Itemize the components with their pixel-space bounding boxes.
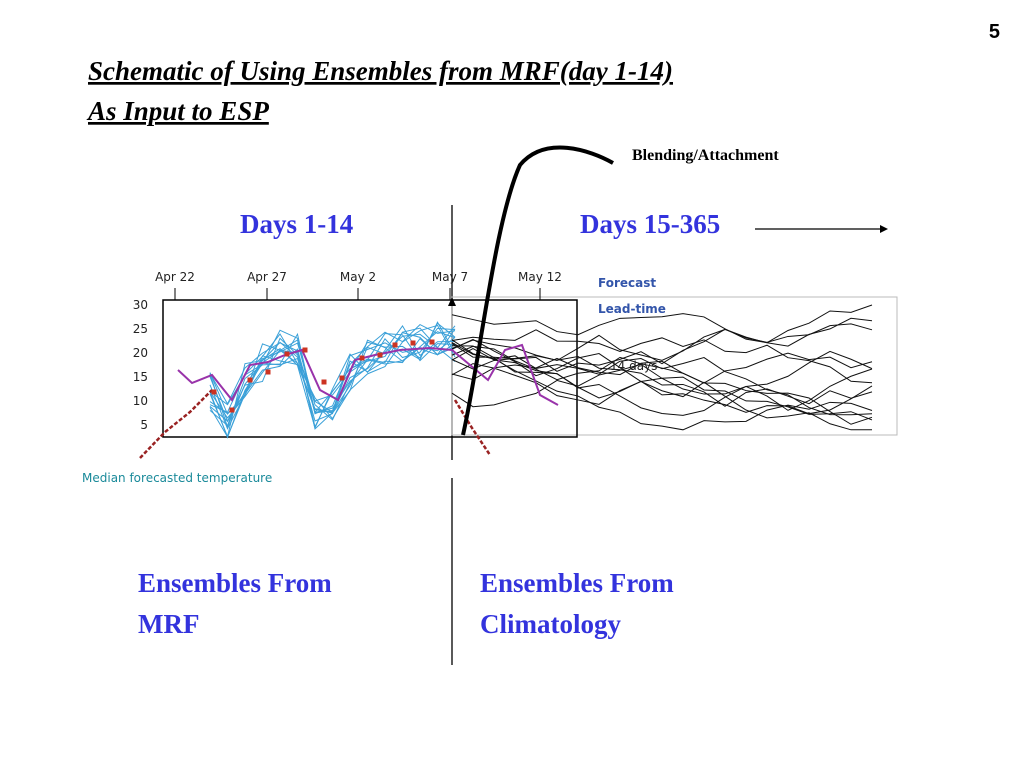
climatology-trace bbox=[451, 339, 873, 416]
y-label: 5 bbox=[140, 418, 148, 432]
observed-point bbox=[392, 342, 398, 348]
observed-point bbox=[211, 389, 217, 395]
arrow-head bbox=[880, 225, 888, 233]
title-line: Schematic of Using Ensembles from MRF(da… bbox=[88, 56, 673, 86]
climatology-trace bbox=[451, 317, 873, 372]
climatology-box bbox=[451, 296, 898, 436]
observed-point bbox=[359, 355, 365, 361]
observed-point bbox=[410, 340, 416, 346]
observed-point bbox=[377, 352, 383, 358]
arrow-head bbox=[448, 297, 456, 306]
period-label: Days 1-14 bbox=[240, 209, 353, 239]
x-label: May 2 bbox=[340, 270, 376, 284]
climatology-trace bbox=[451, 345, 873, 384]
ensemble-lines bbox=[139, 304, 873, 459]
forecast-label: Forecast bbox=[598, 276, 656, 290]
x-label: May 12 bbox=[518, 270, 562, 284]
y-label: 30 bbox=[133, 298, 148, 312]
lead-time-label: Lead-time bbox=[598, 302, 666, 316]
observed-point bbox=[302, 347, 308, 353]
blend-curve bbox=[461, 145, 614, 436]
caption: Median forecasted temperature bbox=[82, 471, 272, 485]
climatology-trace bbox=[451, 355, 873, 407]
y-label: 20 bbox=[133, 346, 148, 360]
y-label: 15 bbox=[133, 370, 148, 384]
ensemble-label: Ensembles From bbox=[138, 568, 332, 598]
observed-point bbox=[321, 379, 327, 385]
days-label: 14 days bbox=[610, 359, 657, 373]
observed-point bbox=[229, 407, 235, 413]
median-line bbox=[177, 343, 559, 406]
mrf-ensemble bbox=[209, 327, 456, 427]
climatology-trace bbox=[451, 342, 873, 431]
climatology-trace bbox=[451, 338, 872, 431]
observed-line bbox=[453, 399, 492, 456]
observed-point bbox=[247, 377, 253, 383]
mrf-ensemble bbox=[209, 328, 456, 422]
observed-point bbox=[284, 351, 290, 357]
climatology-trace bbox=[451, 347, 873, 415]
observed-point bbox=[429, 339, 435, 345]
x-label: Apr 27 bbox=[247, 270, 287, 284]
x-label: Apr 22 bbox=[155, 270, 195, 284]
y-label: 10 bbox=[133, 394, 148, 408]
y-label: 25 bbox=[133, 322, 148, 336]
mrf-ensemble bbox=[209, 324, 456, 420]
ensemble-label: MRF bbox=[138, 609, 199, 639]
blending-label: Blending/Attachment bbox=[632, 147, 779, 164]
title-line: As Input to ESP bbox=[86, 96, 269, 126]
observed-point bbox=[265, 369, 271, 375]
x-label: May 7 bbox=[432, 270, 468, 284]
observed-line bbox=[139, 389, 213, 459]
mrf-ensemble bbox=[209, 322, 456, 438]
ensemble-label: Climatology bbox=[480, 609, 621, 639]
climatology-trace bbox=[451, 329, 873, 384]
climatology-trace bbox=[451, 323, 873, 362]
observed-point bbox=[339, 375, 345, 381]
climatology-trace bbox=[451, 304, 873, 344]
period-label: Days 15-365 bbox=[580, 209, 720, 239]
page-number: 5 bbox=[989, 21, 1000, 43]
climatology-trace bbox=[451, 350, 873, 408]
ensemble-label: Ensembles From bbox=[480, 568, 674, 598]
mrf-ensemble bbox=[209, 323, 456, 415]
